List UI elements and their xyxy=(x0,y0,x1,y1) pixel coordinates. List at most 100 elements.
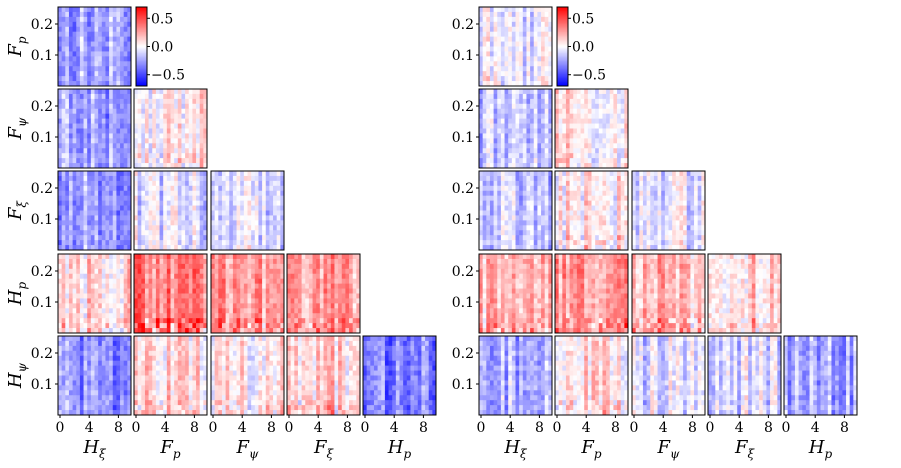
heatmap-pixel xyxy=(144,258,149,265)
heatmap-pixel xyxy=(269,328,274,334)
heatmap-pixel xyxy=(319,390,324,396)
heatmap-pixel xyxy=(137,340,142,347)
heatmap-pixel xyxy=(330,283,335,289)
heatmap-pixel xyxy=(127,143,132,149)
heatmap-pixel xyxy=(87,278,92,285)
heatmap-pixel xyxy=(144,158,149,164)
heatmap-pixel xyxy=(98,175,103,182)
heatmap-pixel xyxy=(120,336,125,342)
heatmap-pixel xyxy=(319,298,324,304)
heatmap-pixel xyxy=(61,230,66,236)
heatmap-pixel xyxy=(188,350,193,357)
heatmap-pixel xyxy=(192,220,197,226)
heatmap-pixel xyxy=(330,380,335,386)
heatmap-pixel xyxy=(137,108,142,115)
heatmap-pixel xyxy=(406,395,411,401)
heatmap-pixel xyxy=(341,323,346,329)
heatmap-pixel xyxy=(137,323,142,329)
heatmap-pixel xyxy=(421,336,426,342)
heatmap-pixel xyxy=(214,225,219,231)
heatmap-pixel xyxy=(294,258,299,265)
heatmap-pixel xyxy=(58,93,63,100)
heatmap-pixel xyxy=(251,235,256,241)
heatmap-pixel xyxy=(109,380,114,386)
heatmap-pixel xyxy=(94,230,99,236)
heatmap-pixel xyxy=(116,41,121,47)
heatmap-pixel xyxy=(276,308,281,314)
heatmap-pixel xyxy=(94,308,99,314)
heatmap-pixel xyxy=(276,293,281,299)
heatmap-pixel xyxy=(203,180,208,187)
panel-frame xyxy=(362,335,437,416)
heatmap-pixel xyxy=(65,308,70,314)
heatmap-pixel xyxy=(349,355,354,362)
heatmap-pixel xyxy=(123,283,128,289)
heatmap-pixel xyxy=(170,370,175,376)
heatmap-pixel xyxy=(159,345,164,352)
heatmap-pixel xyxy=(316,318,321,324)
heatmap-pixel xyxy=(123,308,128,314)
heatmap-pixel xyxy=(221,400,226,406)
heatmap-pixel xyxy=(61,21,66,28)
heatmap-pixel xyxy=(203,273,208,280)
heatmap-pixel xyxy=(243,258,248,265)
heatmap-pixel xyxy=(72,240,77,246)
heatmap-pixel xyxy=(134,268,139,275)
heatmap-pixel xyxy=(72,71,77,77)
heatmap-pixel xyxy=(221,293,226,299)
heatmap-pixel xyxy=(101,220,106,226)
heatmap-pixel xyxy=(247,180,252,187)
heatmap-pixel xyxy=(221,303,226,309)
heatmap-pixel xyxy=(192,190,197,197)
heatmap-pixel xyxy=(170,98,175,105)
heatmap-pixel xyxy=(61,71,66,77)
heatmap-pixel xyxy=(166,133,171,139)
heatmap-pixel xyxy=(109,336,114,342)
heatmap-pixel xyxy=(109,254,114,260)
heatmap-pixel xyxy=(203,278,208,285)
heatmap-pixel xyxy=(76,273,81,280)
heatmap-pixel xyxy=(229,380,234,386)
heatmap-pixel xyxy=(381,350,386,357)
heatmap-pixel xyxy=(181,215,186,221)
heatmap-pixel xyxy=(199,405,204,411)
heatmap-pixel xyxy=(127,76,132,82)
heatmap-pixel xyxy=(123,410,128,416)
heatmap-pixel xyxy=(185,128,190,134)
heatmap-pixel xyxy=(116,258,121,265)
heatmap-pixel xyxy=(98,318,103,324)
heatmap-pixel xyxy=(218,283,223,289)
heatmap-pixel xyxy=(90,293,95,299)
heatmap-pixel xyxy=(247,328,252,334)
heatmap-pixel xyxy=(406,380,411,386)
heatmap-pixel xyxy=(61,98,66,105)
heatmap-pixel xyxy=(218,410,223,416)
heatmap-pixel xyxy=(65,113,70,120)
heatmap-pixel xyxy=(251,390,256,396)
heatmap-pixel xyxy=(276,336,281,342)
heatmap-pixel xyxy=(399,385,404,391)
heatmap-pixel xyxy=(105,26,110,33)
heatmap-pixel xyxy=(137,360,142,367)
heatmap-pixel xyxy=(87,133,92,139)
heatmap-pixel xyxy=(144,350,149,357)
heatmap-pixel xyxy=(152,313,157,319)
heatmap-pixel xyxy=(316,283,321,289)
heatmap-pixel xyxy=(72,405,77,411)
heatmap-pixel xyxy=(345,410,350,416)
heatmap-pixel xyxy=(225,370,230,376)
heatmap-pixel xyxy=(262,336,267,342)
heatmap-pixel xyxy=(68,148,73,154)
heatmap-pixel xyxy=(90,46,95,52)
heatmap-pixel xyxy=(221,390,226,396)
heatmap-pixel xyxy=(170,190,175,197)
heatmap-pixel xyxy=(116,268,121,275)
heatmap-pixel xyxy=(181,103,186,110)
heatmap-pixel xyxy=(174,268,179,275)
heatmap-pixel xyxy=(83,31,88,38)
heatmap-pixel xyxy=(101,385,106,391)
heatmap-pixel xyxy=(188,143,193,149)
heatmap-pixel xyxy=(94,41,99,47)
heatmap-pixel xyxy=(185,220,190,226)
heatmap-pixel xyxy=(181,133,186,139)
